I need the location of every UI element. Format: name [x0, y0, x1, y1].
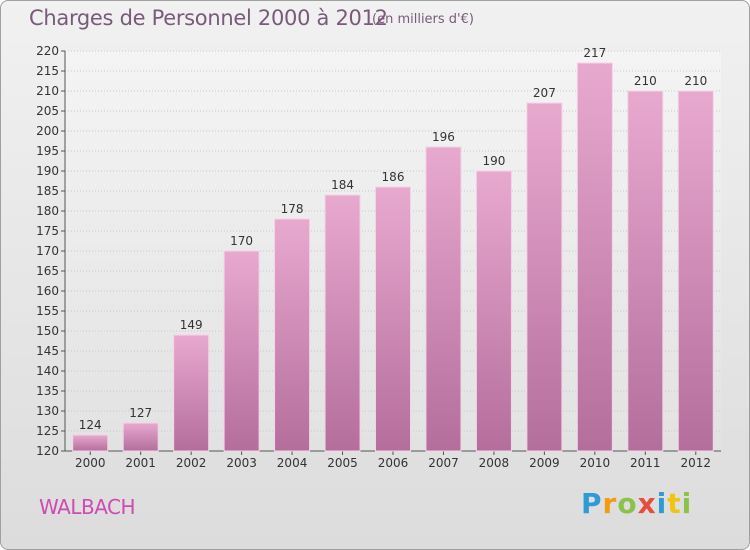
y-tick-label: 155	[36, 304, 59, 318]
y-tick-label: 140	[36, 364, 59, 378]
data-label: 196	[432, 130, 455, 144]
y-tick-label: 175	[36, 224, 59, 238]
y-tick-label: 190	[36, 164, 59, 178]
data-label: 178	[281, 202, 304, 216]
y-tick-label: 165	[36, 264, 59, 278]
data-label: 124	[79, 418, 102, 432]
bar	[375, 186, 411, 452]
x-tick-label: 2006	[378, 456, 409, 470]
data-label: 210	[684, 74, 707, 88]
bar	[677, 90, 714, 452]
data-label: 184	[331, 178, 354, 192]
y-tick-label: 200	[36, 124, 59, 138]
chart-subtitle: (en milliers d'€)	[372, 12, 474, 27]
logo-letter: x	[637, 487, 657, 520]
y-tick-label: 210	[36, 84, 59, 98]
bar	[173, 334, 210, 452]
logo-letter: t	[667, 487, 682, 520]
x-tick-label: 2004	[277, 456, 308, 470]
y-tick-label: 135	[36, 384, 59, 398]
y-tick-label: 145	[36, 344, 59, 358]
y-tick-label: 195	[36, 144, 59, 158]
y-tick-label: 185	[36, 184, 59, 198]
x-tick-label: 2007	[428, 456, 459, 470]
data-label: 149	[180, 318, 203, 332]
y-tick-label: 120	[36, 444, 59, 458]
value-labels: 124 127 149 170 178 184 186 196 190 207 217 210 210	[79, 46, 707, 432]
location-name: WALBACH	[39, 495, 136, 519]
x-tick-label: 2011	[630, 456, 661, 470]
y-tick-label: 160	[36, 284, 59, 298]
bar	[274, 218, 311, 452]
bar	[526, 102, 563, 452]
x-tick-label: 2010	[580, 456, 611, 470]
logo-letter: o	[617, 487, 638, 520]
x-tick-label: 2002	[176, 456, 207, 470]
proxiti-logo[interactable]: Proxiti	[581, 487, 692, 520]
data-label: 217	[583, 46, 606, 60]
x-tick-label: 2005	[327, 456, 358, 470]
y-tick-label: 130	[36, 404, 59, 418]
x-tick-label: 2008	[479, 456, 510, 470]
logo-letter: i	[681, 487, 693, 520]
bar	[122, 422, 159, 452]
x-axis: 2000 2001 2002 2003 2004 2005 2006 2007 2008 2009…	[65, 450, 721, 470]
x-tick-label: 2012	[680, 456, 711, 470]
bar	[627, 90, 664, 452]
y-axis: 120 125 130 135 140 145 150 155 160 165 170 175 180 1…	[36, 44, 66, 458]
y-tick-label: 180	[36, 204, 59, 218]
y-tick-label: 205	[36, 104, 59, 118]
x-tick-label: 2000	[75, 456, 106, 470]
data-label: 127	[129, 406, 152, 420]
chart-title: Charges de Personnel 2000 à 2012	[29, 6, 388, 30]
bar	[425, 146, 462, 452]
x-tick-label: 2001	[125, 456, 156, 470]
y-tick-label: 215	[36, 64, 59, 78]
logo-letter: r	[602, 487, 618, 520]
logo-letter: P	[581, 487, 603, 520]
bars	[72, 62, 714, 452]
y-tick-label: 170	[36, 244, 59, 258]
y-tick-label: 150	[36, 324, 59, 338]
y-tick-label: 125	[36, 424, 59, 438]
data-label: 210	[634, 74, 657, 88]
data-label: 207	[533, 86, 556, 100]
bar	[324, 194, 361, 452]
logo-letter: i	[656, 487, 668, 520]
bar	[576, 62, 613, 452]
data-label: 190	[482, 154, 505, 168]
y-tick-label: 220	[36, 44, 59, 58]
x-tick-label: 2009	[529, 456, 560, 470]
bar	[223, 250, 260, 452]
bar	[72, 434, 109, 452]
x-tick-label: 2003	[226, 456, 257, 470]
bar	[475, 170, 512, 452]
data-label: 186	[382, 170, 405, 184]
data-label: 170	[230, 234, 253, 248]
